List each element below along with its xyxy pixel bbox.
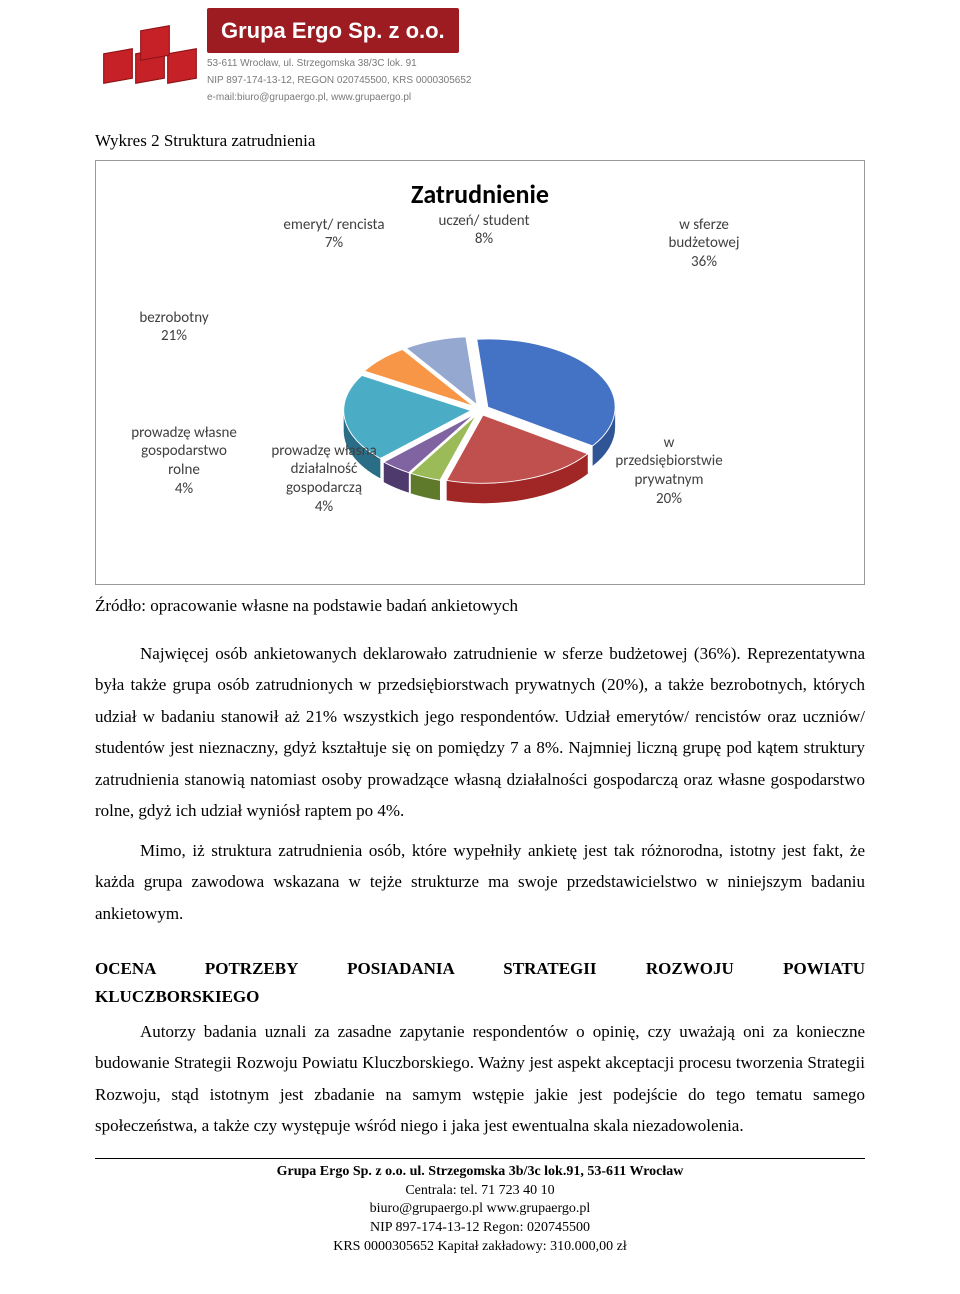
chart-title: Zatrudnienie [114,175,846,214]
header-banner: Grupa Ergo Sp. z o.o. 53-611 Wrocław, ul… [95,0,865,110]
pie-chart: w sferzebudżetowej36% wprzedsiębiorstwie… [114,224,846,579]
footer-krs: KRS 0000305652 Kapitał zakładowy: 310.00… [95,1238,865,1257]
footer-company: Grupa Ergo Sp. z o.o. ul. Strzegomska 3b… [277,1164,684,1179]
slice-label-unemployed: bezrobotny21% [114,309,234,347]
footer-nip: NIP 897-174-13-12 Regon: 020745500 [95,1219,865,1238]
slice-label-own-biz: prowadzę własnądziałalnośćgospodarczą4% [249,442,399,517]
chart-frame: Zatrudnienie w sferzebudżetowej36% wprze… [95,160,865,585]
footer-tel: Centrala: tel. 71 723 40 10 [95,1182,865,1201]
paragraph-3: Autorzy badania uznali za zasadne zapyta… [95,1016,865,1142]
chart-caption: Wykres 2 Struktura zatrudnienia [95,128,865,154]
company-email: e-mail:biuro@grupaergo.pl, www.grupaergo… [207,91,865,104]
slice-label-retired: emeryt/ rencista7% [259,216,409,254]
company-name: Grupa Ergo Sp. z o.o. [207,8,459,53]
logo-cubes-icon [95,26,195,86]
company-address: 53-611 Wrocław, ul. Strzegomska 38/3C lo… [207,57,865,70]
section-heading-line2: KLUCZBORSKIEGO [95,984,865,1010]
chart-source: Źródło: opracowanie własne na podstawie … [95,593,865,619]
section-heading-line1: OCENA POTRZEBY POSIADANIA STRATEGII ROZW… [95,953,865,984]
footer-web: biuro@grupaergo.pl www.grupaergo.pl [95,1200,865,1219]
paragraph-2: Mimo, iż struktura zatrudnienia osób, kt… [95,835,865,929]
company-nip: NIP 897-174-13-12, REGON 020745500, KRS … [207,74,865,87]
paragraph-1: Najwięcej osób ankietowanych deklarowało… [95,638,865,827]
slice-label-farm: prowadzę własnegospodarstworolne4% [109,424,259,499]
slice-label-student: uczeń/ student8% [419,212,549,250]
slice-label-budget: w sferzebudżetowej36% [629,216,779,272]
slice-label-private: wprzedsiębiorstwieprywatnym20% [594,434,744,509]
footer: Grupa Ergo Sp. z o.o. ul. Strzegomska 3b… [95,1159,865,1257]
